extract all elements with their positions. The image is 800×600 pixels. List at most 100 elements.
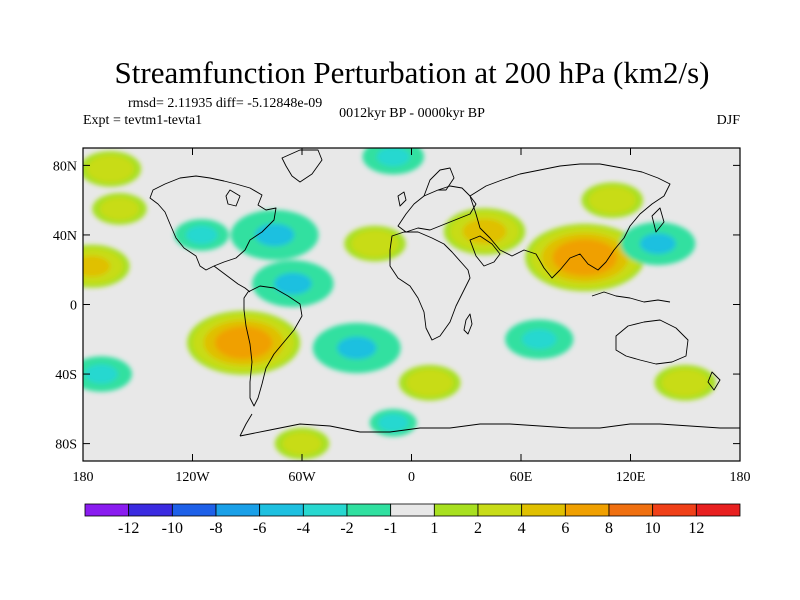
contour-band — [378, 413, 409, 432]
x-tick-label: 60E — [510, 470, 533, 485]
anomaly-center — [369, 408, 417, 437]
anomaly-center — [83, 356, 133, 392]
anomaly-field — [83, 148, 717, 460]
contour-band — [522, 329, 557, 350]
x-tick-label: 0 — [408, 470, 415, 485]
colorbar-label: 6 — [561, 520, 569, 537]
colorbar-label: -12 — [118, 520, 139, 537]
anomaly-center — [83, 244, 130, 288]
coast-madagascar — [463, 313, 473, 335]
y-tick-label: 80N — [53, 159, 77, 174]
anomaly-center — [312, 322, 401, 374]
contour-band — [84, 364, 118, 384]
colorbar-label: 1 — [430, 520, 438, 537]
colorbar-swatch — [302, 503, 348, 517]
coast-greenland — [281, 149, 323, 183]
colorbar-label: 10 — [645, 520, 661, 537]
coast-africa — [389, 231, 471, 341]
anomaly-center — [174, 219, 229, 251]
stats-line: rmsd= 2.11935 diff= -5.12848e-09 — [128, 96, 322, 111]
colorbar-swatch — [652, 503, 697, 517]
colorbar-label: 8 — [605, 520, 613, 537]
y-tick-label: 40N — [53, 229, 77, 244]
contour-band — [83, 255, 111, 277]
period-label: 0012kyr BP - 0000kyr BP — [339, 106, 485, 121]
coast-new-zealand — [707, 371, 721, 391]
colorbar-label: -2 — [340, 520, 353, 537]
coast-antarctic-peninsula — [239, 413, 253, 437]
colorbar-swatch — [477, 503, 523, 517]
colorbar-swatch — [215, 503, 261, 517]
anomaly-center — [274, 427, 330, 460]
coast-south-america — [243, 285, 303, 407]
experiment-label: Expt = tevtm1-tevta1 — [83, 113, 202, 128]
contour-band — [595, 190, 629, 210]
contour-band — [668, 373, 702, 393]
colorbar-label: -4 — [297, 520, 310, 537]
contour-band — [255, 223, 295, 247]
colorbar-swatch — [390, 503, 435, 517]
plot-area — [83, 148, 740, 461]
colorbar-swatch — [433, 503, 479, 517]
coast-arabia — [469, 235, 501, 267]
season-label: DJF — [717, 113, 741, 128]
contour-band — [337, 336, 377, 360]
colorbar-swatch — [84, 503, 130, 517]
coast-japan — [651, 207, 665, 233]
anomaly-center — [581, 182, 644, 219]
anomaly-center — [398, 364, 461, 401]
colorbar-label: -1 — [384, 520, 397, 537]
contour-band — [103, 199, 136, 219]
anomaly-center — [654, 364, 717, 401]
colorbar-swatch — [608, 503, 654, 517]
coast-australia — [615, 319, 689, 365]
contour-band — [560, 243, 609, 272]
colorbar-label: -8 — [209, 520, 222, 537]
colorbar-swatch — [346, 503, 392, 517]
colorbar-label: 12 — [688, 520, 704, 537]
anomaly-center — [92, 192, 147, 225]
coast-central-america — [213, 265, 251, 293]
coast-antarctica — [239, 423, 740, 437]
anomaly-center — [344, 225, 406, 262]
contour-band — [358, 234, 392, 254]
contour-band — [639, 233, 676, 254]
coast-scandinavia — [423, 167, 455, 197]
anomaly-center — [187, 310, 301, 375]
anomaly-center — [620, 222, 696, 266]
x-tick-label: 120W — [175, 470, 210, 485]
anomaly-center — [252, 260, 334, 307]
x-axis: 180 120W 60W 0 60E 120E 180 — [73, 148, 751, 485]
contour-band — [93, 159, 127, 179]
contour-band — [465, 220, 504, 243]
colorbar-swatch — [521, 503, 566, 517]
y-tick-label: 80S — [55, 438, 77, 453]
contour-band — [274, 272, 312, 295]
contour-band — [185, 225, 218, 245]
anomaly-center — [443, 208, 526, 255]
x-tick-label: 180 — [730, 470, 751, 485]
y-tick-label: 40S — [55, 368, 77, 383]
x-tick-label: 60W — [288, 470, 316, 485]
coast-asia — [469, 163, 671, 279]
colorbar-swatch — [128, 503, 173, 517]
colorbar-label: 2 — [474, 520, 482, 537]
colorbar-swatch — [259, 503, 304, 517]
colorbar-swatch — [171, 503, 217, 517]
colorbar-label: -6 — [253, 520, 266, 537]
coast-europe — [397, 185, 477, 233]
coastlines — [149, 149, 740, 437]
colorbar-swatch — [564, 503, 610, 517]
colorbar: -12 -10 -8 -6 -4 -2 -1 1 2 4 6 8 10 12 — [84, 503, 741, 537]
contour-band — [286, 434, 318, 453]
y-axis: 80N 40N 0 40S 80S — [53, 159, 740, 453]
colorbar-label: -10 — [162, 520, 183, 537]
coast-indonesia — [591, 291, 671, 303]
colorbar-swatch — [695, 503, 741, 517]
chart-title: Streamfunction Perturbation at 200 hPa (… — [115, 55, 710, 90]
y-tick-label: 0 — [70, 299, 77, 314]
anomaly-center — [505, 319, 574, 359]
coast-british-isles — [397, 191, 407, 207]
colorbar-label: 4 — [518, 520, 526, 537]
